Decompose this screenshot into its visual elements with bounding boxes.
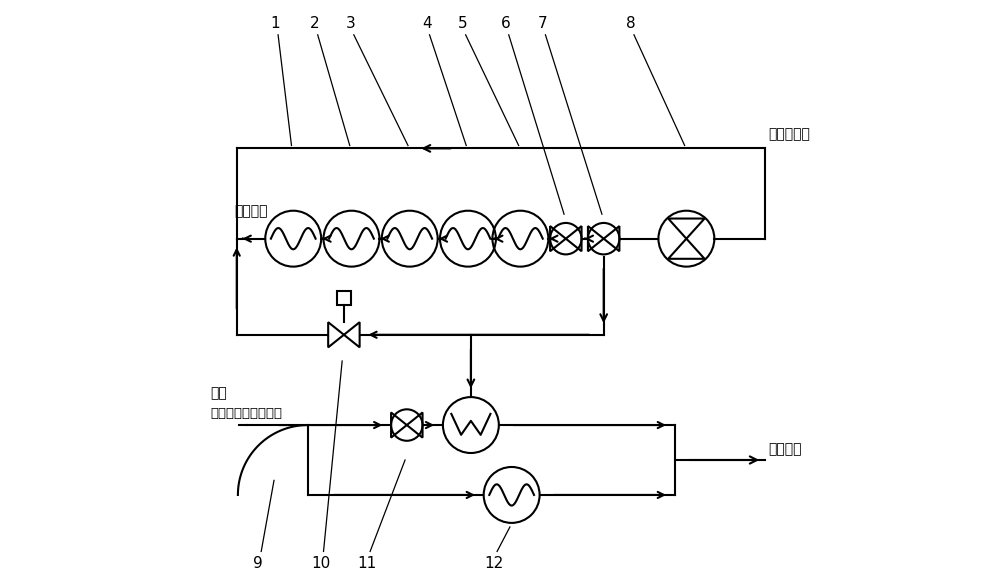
Text: 10: 10 bbox=[311, 556, 330, 570]
Text: 9: 9 bbox=[253, 556, 263, 570]
Text: 来自除氧器: 来自除氧器 bbox=[768, 127, 810, 141]
Text: 3: 3 bbox=[346, 16, 356, 31]
Text: 烟气: 烟气 bbox=[211, 386, 227, 400]
Text: 8: 8 bbox=[626, 16, 636, 31]
Text: 去省某器: 去省某器 bbox=[234, 203, 267, 218]
Text: 2: 2 bbox=[310, 16, 320, 31]
Text: 5: 5 bbox=[458, 16, 468, 31]
Text: 去电除尘: 去电除尘 bbox=[768, 443, 801, 456]
Text: 6: 6 bbox=[501, 16, 511, 31]
Text: 11: 11 bbox=[358, 556, 377, 570]
Text: 12: 12 bbox=[485, 556, 504, 570]
Text: 4: 4 bbox=[422, 16, 431, 31]
Text: 1: 1 bbox=[270, 16, 280, 31]
Text: （来自省某器出口）: （来自省某器出口） bbox=[211, 407, 283, 420]
Text: 7: 7 bbox=[538, 16, 547, 31]
